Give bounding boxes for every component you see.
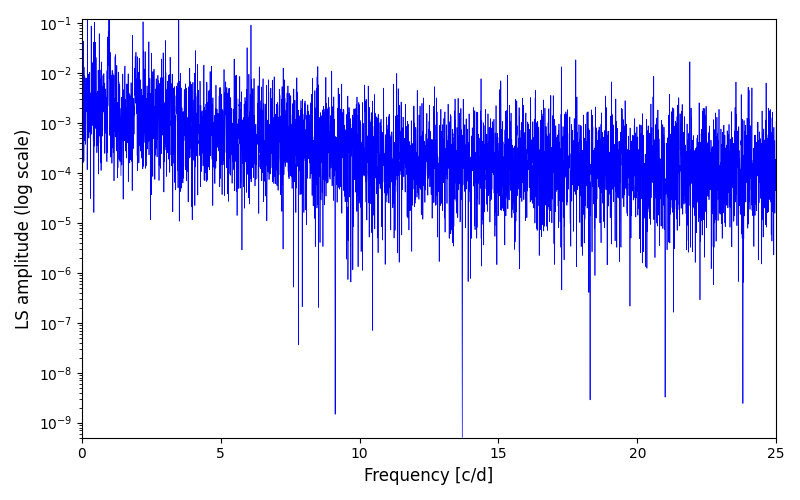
Y-axis label: LS amplitude (log scale): LS amplitude (log scale)	[15, 128, 33, 328]
X-axis label: Frequency [c/d]: Frequency [c/d]	[364, 467, 494, 485]
